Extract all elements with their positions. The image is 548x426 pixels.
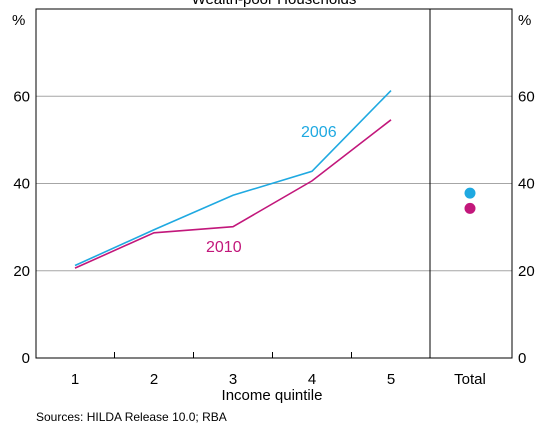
y-tick-label-left: 40 <box>13 176 30 193</box>
y-tick-labels-right: 0 20 40 60 <box>518 88 535 367</box>
series-label-2010: 2010 <box>206 239 242 256</box>
y-tick-label-right: 0 <box>518 350 526 367</box>
series-label-2006: 2006 <box>301 124 337 141</box>
x-tick-label: 5 <box>387 371 395 388</box>
y-tick-labels-left: 0 20 40 60 <box>13 88 30 367</box>
source-note: Sources: HILDA Release 10.0; RBA <box>36 410 227 424</box>
total-point-2010 <box>464 202 476 214</box>
y-tick-label-right: 60 <box>518 88 535 105</box>
y-tick-label-left: 60 <box>13 88 30 105</box>
x-axis-title: Income quintile <box>222 387 323 404</box>
total-points <box>464 187 476 214</box>
x-tick-label: 4 <box>308 371 316 388</box>
x-tick-labels: 1 2 3 4 5 Total <box>71 371 486 388</box>
right-unit-label: % <box>518 12 531 29</box>
series-line-2006 <box>74 90 392 267</box>
x-tick-label: 2 <box>150 371 158 388</box>
x-tick-label: 3 <box>229 371 237 388</box>
x-tick-label-total: Total <box>454 371 486 388</box>
x-ticks <box>114 352 352 358</box>
left-unit-label: % <box>12 12 25 29</box>
x-tick-label: 1 <box>71 371 79 388</box>
y-tick-label-left: 20 <box>13 263 30 280</box>
total-point-2006 <box>464 187 476 199</box>
chart-title: Wealth-poor Households <box>192 0 357 8</box>
plot-frame <box>35 8 513 359</box>
y-tick-label-left: 0 <box>22 350 30 367</box>
series-lines <box>74 90 392 269</box>
y-tick-label-right: 20 <box>518 263 535 280</box>
series-line-2010 <box>74 119 392 269</box>
y-tick-label-right: 40 <box>518 176 535 193</box>
